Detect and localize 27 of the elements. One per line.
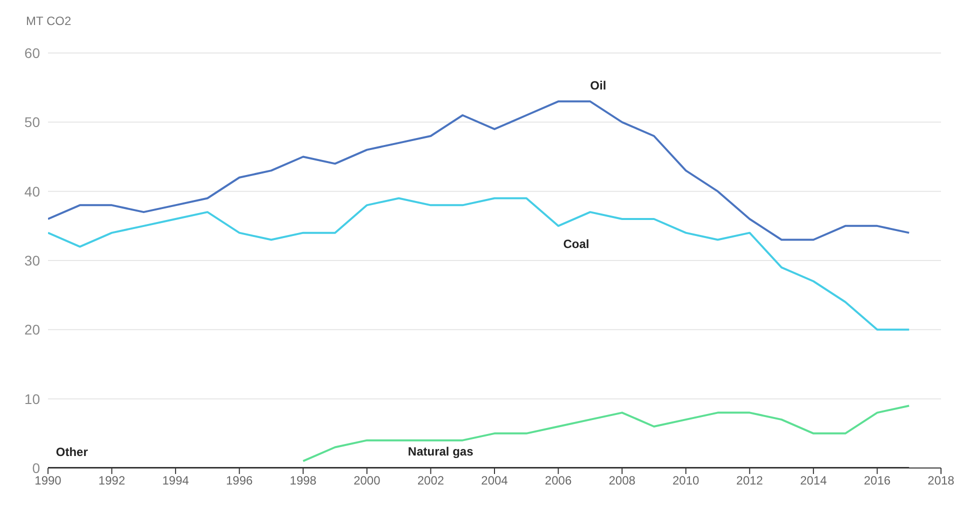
y-axis-title: MT CO2 (26, 14, 72, 28)
y-tick-label: 0 (32, 460, 40, 476)
x-tick-label: 2000 (354, 474, 381, 488)
y-tick-label: 20 (24, 322, 40, 338)
y-tick-label: 30 (24, 252, 40, 268)
series-label: Natural gas (408, 444, 474, 458)
x-tick-label: 2012 (736, 474, 764, 488)
x-tick-label: 2006 (544, 474, 572, 488)
y-tick-label: 40 (24, 183, 40, 200)
x-tick-label: 1994 (162, 474, 190, 488)
series-label: Coal (563, 236, 590, 251)
x-tick-label: 2008 (608, 474, 636, 488)
x-tick-label: 2018 (928, 474, 955, 488)
x-tick-label: 1992 (98, 474, 126, 488)
series-label: Oil (590, 78, 606, 92)
x-tick-label: 2010 (672, 474, 700, 488)
y-tick-label: 10 (24, 390, 40, 407)
x-tick-label: 1996 (226, 474, 254, 488)
x-tick-label: 2004 (481, 474, 508, 488)
x-tick-label: 1990 (34, 474, 62, 488)
x-tick-label: 2014 (800, 474, 828, 488)
y-tick-label: 50 (24, 114, 40, 130)
y-tick-label: 60 (24, 44, 40, 61)
x-tick-label: 2016 (864, 474, 891, 488)
x-tick-label: 1998 (290, 474, 317, 488)
series-label: Other (56, 445, 88, 459)
x-tick-label: 2002 (417, 474, 444, 488)
